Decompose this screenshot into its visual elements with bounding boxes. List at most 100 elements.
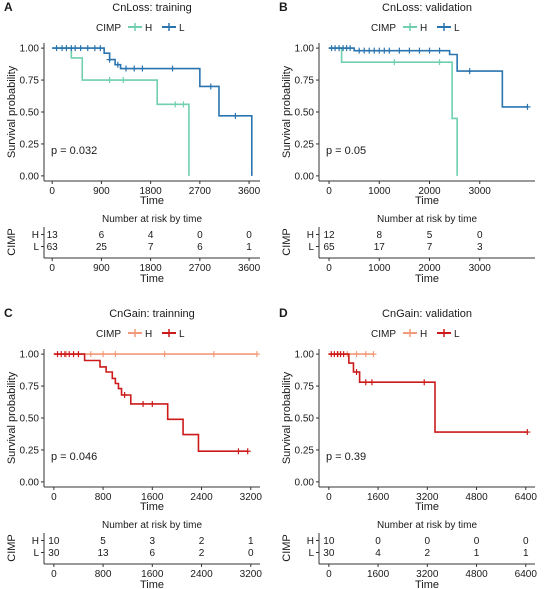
risk-x-tick-label: 1800 bbox=[140, 263, 163, 274]
risk-x-tick-label: 0 bbox=[49, 263, 55, 274]
censor-mark bbox=[347, 45, 354, 52]
y-tick-label: 0.25 bbox=[20, 139, 40, 150]
censor-mark bbox=[91, 45, 98, 52]
p-value: p = 0.032 bbox=[51, 145, 97, 157]
risk-cell: 2 bbox=[425, 548, 431, 559]
risk-cell: 2 bbox=[199, 536, 205, 547]
y-tick-label: 0.00 bbox=[20, 477, 40, 488]
p-value: p = 0.046 bbox=[51, 451, 97, 463]
risk-x-tick-label: 2400 bbox=[190, 569, 213, 580]
risk-x-tick-label: 6400 bbox=[515, 569, 538, 580]
y-tick-label: 0.50 bbox=[295, 108, 315, 119]
censor-mark bbox=[376, 47, 383, 54]
x-tick-label: 2700 bbox=[189, 186, 212, 197]
censor-mark bbox=[370, 351, 377, 358]
panel-letter: B bbox=[279, 0, 288, 14]
x-axis-label: Time bbox=[415, 195, 439, 207]
x-tick-label: 3200 bbox=[416, 492, 439, 503]
censor-mark bbox=[466, 68, 473, 75]
censor-mark bbox=[53, 45, 60, 52]
risk-table-title: Number at risk by time bbox=[377, 214, 477, 225]
risk-cell: 0 bbox=[248, 548, 254, 559]
y-tick-label: 1.00 bbox=[295, 44, 315, 55]
risk-group-label: L bbox=[33, 548, 39, 559]
risk-x-tick-label: 2700 bbox=[189, 263, 212, 274]
censor-mark bbox=[362, 351, 369, 358]
y-tick-label: 1.00 bbox=[295, 350, 315, 361]
y-tick-label: 0.50 bbox=[295, 414, 315, 425]
x-axis-label: Time bbox=[140, 501, 164, 513]
censor-mark bbox=[244, 448, 251, 455]
risk-cell: 6 bbox=[99, 230, 105, 241]
legend-label-l: L bbox=[454, 329, 460, 340]
censor-mark bbox=[75, 351, 82, 358]
risk-cell: 3 bbox=[150, 536, 156, 547]
p-value: p = 0.39 bbox=[326, 451, 366, 463]
y-tick-label: 0.50 bbox=[20, 108, 40, 119]
risk-group-label: H bbox=[32, 536, 39, 547]
risk-cell: 7 bbox=[427, 242, 433, 253]
legend: CIMP H L bbox=[96, 329, 185, 340]
legend: CIMP H L bbox=[371, 23, 460, 34]
censor-mark bbox=[123, 65, 130, 72]
y-tick-label: 0.75 bbox=[295, 382, 315, 393]
risk-cell: 4 bbox=[375, 548, 381, 559]
survival-curve-l bbox=[53, 353, 248, 453]
risk-cell: 3 bbox=[477, 242, 483, 253]
risk-cell: 10 bbox=[323, 536, 335, 547]
series-h bbox=[52, 47, 190, 176]
y-axis-label: Survival probability bbox=[6, 65, 18, 158]
y-tick-label: 0.50 bbox=[20, 414, 40, 425]
censor-mark bbox=[340, 351, 347, 358]
risk-cell: 6 bbox=[150, 548, 156, 559]
panel-letter: C bbox=[4, 306, 13, 320]
risk-group-label: L bbox=[33, 242, 39, 253]
censor-mark bbox=[161, 351, 168, 358]
x-tick-label: 2400 bbox=[190, 492, 213, 503]
y-tick-label: 0.00 bbox=[295, 171, 315, 182]
legend-label-h: H bbox=[145, 329, 152, 340]
risk-x-tick-label: 800 bbox=[95, 569, 112, 580]
y-tick-label: 0.75 bbox=[20, 76, 40, 87]
risk-cell: 0 bbox=[477, 230, 483, 241]
risk-x-tick-label: 0 bbox=[51, 569, 57, 580]
censor-mark bbox=[106, 56, 113, 63]
censor-mark bbox=[421, 379, 428, 386]
risk-cell: 1 bbox=[248, 536, 254, 547]
censor-mark bbox=[391, 59, 398, 66]
risk-cell: 1 bbox=[523, 548, 529, 559]
censor-mark bbox=[253, 351, 260, 358]
risk-x-tick-label: 3200 bbox=[240, 569, 263, 580]
censor-mark bbox=[106, 77, 113, 84]
censor-mark bbox=[381, 47, 388, 54]
panel-title: CnLoss: validation bbox=[382, 2, 472, 14]
risk-cell: 0 bbox=[425, 536, 431, 547]
panel-title: CnGain: trainning bbox=[109, 308, 195, 320]
x-tick-label: 2000 bbox=[418, 186, 441, 197]
risk-cell: 0 bbox=[246, 230, 252, 241]
risk-x-tick-label: 0 bbox=[326, 569, 332, 580]
panel-letter: D bbox=[279, 306, 288, 320]
risk-cell: 13 bbox=[47, 230, 59, 241]
risk-y-label: CIMP bbox=[281, 534, 293, 562]
censor-mark bbox=[235, 448, 242, 455]
risk-cell: 63 bbox=[47, 242, 59, 253]
x-tick-label: 900 bbox=[93, 186, 110, 197]
censor-mark bbox=[139, 65, 146, 72]
censor-mark bbox=[366, 47, 373, 54]
censor-mark bbox=[72, 45, 79, 52]
risk-cell: 2 bbox=[199, 548, 205, 559]
risk-y-label: CIMP bbox=[6, 534, 18, 562]
legend-title: CIMP bbox=[96, 23, 121, 34]
censor-mark bbox=[77, 45, 84, 52]
censor-mark bbox=[210, 351, 217, 358]
risk-x-axis-label: Time bbox=[140, 579, 164, 589]
survival-curve-l bbox=[329, 47, 528, 108]
risk-x-tick-label: 1600 bbox=[367, 569, 390, 580]
censor-mark bbox=[436, 47, 443, 54]
y-tick-label: 0.75 bbox=[295, 76, 315, 87]
x-axis-label: Time bbox=[140, 195, 164, 207]
